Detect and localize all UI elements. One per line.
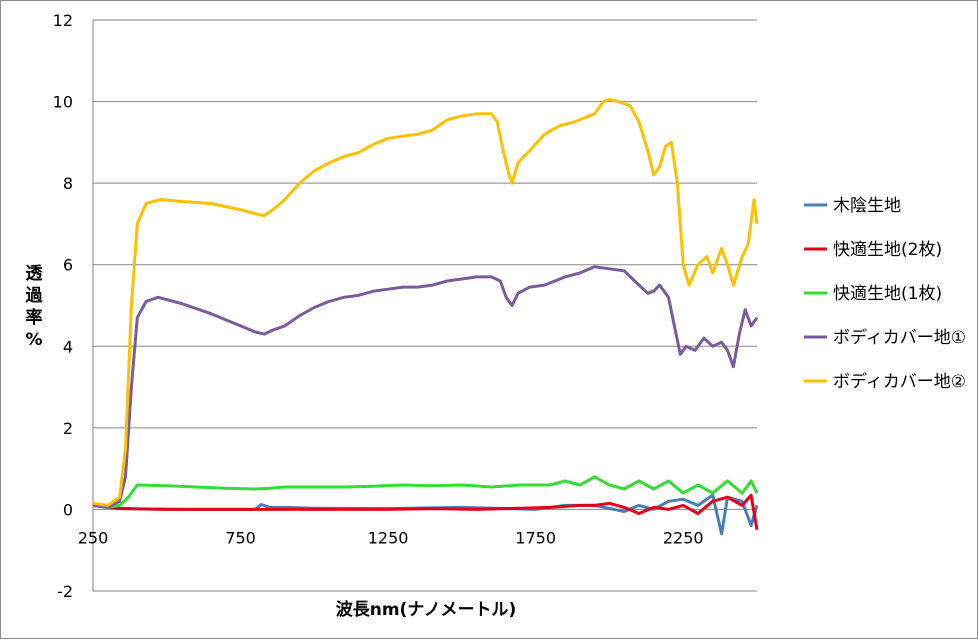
y-tick-label: 10 bbox=[53, 93, 73, 112]
y-tick-label: -2 bbox=[57, 582, 73, 601]
legend-label: ボディカバー地① bbox=[833, 327, 966, 348]
legend-label: 快適生地(1枚) bbox=[833, 284, 942, 304]
legend-label: 木陰生地 bbox=[833, 196, 901, 216]
series-lines bbox=[92, 98, 759, 536]
y-axis-title-char: 率 bbox=[26, 307, 43, 328]
y-axis-title-char: % bbox=[25, 330, 42, 350]
x-tick-label: 2250 bbox=[663, 528, 704, 547]
y-axis-title-char: 過 bbox=[26, 286, 44, 306]
x-tick-label: 750 bbox=[225, 528, 256, 547]
x-tick-label: 250 bbox=[78, 528, 109, 547]
series-line-2 bbox=[92, 493, 759, 531]
y-tick-label: 4 bbox=[63, 337, 73, 356]
gridlines bbox=[93, 19, 757, 592]
axes bbox=[92, 20, 757, 591]
y-tick-label: 6 bbox=[63, 256, 73, 275]
y-axis-title: 透過率% bbox=[25, 263, 43, 350]
x-axis-title: 波長nm(ナノメートル) bbox=[336, 599, 517, 620]
x-tick-label: 1250 bbox=[368, 528, 409, 547]
series-line-5 bbox=[92, 98, 759, 507]
legend-label: 快適生地(2枚) bbox=[833, 240, 942, 260]
legend-label: ボディカバー地② bbox=[833, 371, 966, 392]
y-tick-label: 12 bbox=[53, 11, 73, 30]
x-tick-label: 1750 bbox=[515, 528, 556, 547]
y-axis-title-char: 透 bbox=[26, 263, 44, 284]
series-line-3 bbox=[92, 475, 759, 509]
series-line-4 bbox=[92, 265, 759, 509]
series-line-1 bbox=[92, 493, 759, 536]
tick-labels: -2 0 2 4 6 8 10 12 250 750 1250 1750 2250 bbox=[53, 11, 704, 601]
y-tick-label: 0 bbox=[63, 500, 73, 519]
y-tick-label: 2 bbox=[63, 419, 73, 438]
y-tick-label: 8 bbox=[63, 174, 73, 193]
